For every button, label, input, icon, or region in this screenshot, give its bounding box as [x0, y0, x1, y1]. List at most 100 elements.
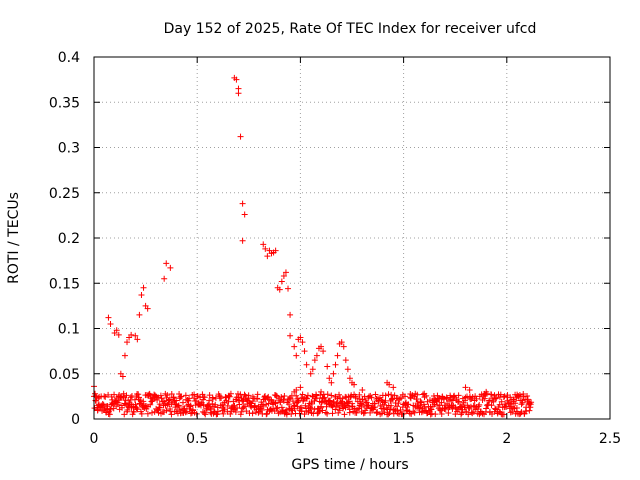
data-point — [156, 404, 163, 411]
data-point — [107, 320, 114, 327]
data-point — [349, 400, 356, 407]
data-point — [206, 397, 213, 404]
x-axis-label: GPS time / hours — [291, 457, 408, 473]
data-point — [263, 401, 270, 408]
data-point — [173, 397, 180, 404]
data-point — [168, 391, 175, 398]
data-point — [111, 391, 118, 398]
data-point — [287, 332, 294, 339]
data-point — [326, 375, 333, 382]
data-point — [346, 398, 353, 405]
grid-lines — [94, 57, 610, 419]
data-point — [149, 397, 156, 404]
data-point — [236, 401, 243, 408]
data-point — [335, 409, 342, 416]
data-point — [397, 395, 404, 402]
data-point — [254, 391, 261, 398]
data-point — [448, 402, 455, 409]
data-point — [283, 410, 290, 417]
data-point — [252, 402, 259, 409]
data-point — [167, 264, 174, 271]
data-point — [134, 336, 141, 343]
data-point — [161, 275, 168, 282]
data-point — [357, 400, 364, 407]
data-point — [307, 404, 314, 411]
data-point — [301, 348, 308, 355]
data-point — [523, 408, 530, 415]
data-point — [336, 391, 343, 398]
data-point — [330, 370, 337, 377]
data-point — [470, 402, 477, 409]
data-point — [481, 395, 488, 402]
data-point — [283, 407, 290, 414]
data-point — [277, 399, 284, 406]
data-point — [414, 391, 421, 398]
data-point — [232, 409, 239, 416]
data-point — [241, 391, 248, 398]
data-point — [286, 396, 293, 403]
data-point — [168, 411, 175, 418]
data-point — [524, 396, 531, 403]
data-point — [123, 392, 130, 399]
data-point — [132, 401, 139, 408]
data-point — [113, 327, 120, 334]
data-point — [318, 343, 325, 350]
data-point — [220, 410, 227, 417]
data-point — [101, 393, 108, 400]
data-point — [493, 395, 500, 402]
data-point — [249, 410, 256, 417]
data-point — [328, 379, 335, 386]
data-point — [214, 408, 221, 415]
data-point — [498, 398, 505, 405]
plot-frame — [93, 56, 611, 420]
data-point — [524, 392, 531, 399]
data-point — [359, 396, 366, 403]
data-point — [297, 334, 304, 341]
data-point — [328, 392, 335, 399]
data-point — [346, 375, 353, 382]
data-point — [163, 407, 170, 414]
data-point — [438, 399, 445, 406]
data-point — [405, 401, 412, 408]
data-point — [127, 394, 134, 401]
y-tick-label: 0.15 — [49, 276, 80, 292]
data-point — [291, 388, 298, 395]
data-point — [179, 399, 186, 406]
data-point — [209, 396, 216, 403]
y-tick-label: 0.25 — [49, 186, 80, 202]
y-tick-label: 0.4 — [58, 50, 80, 66]
axis-ticks: 0 0.5 1 1.5 2 2.5 0 0.05 0.1 0.15 0.2 0.25 0.3 0.35 0.… — [49, 50, 621, 447]
data-point — [512, 400, 519, 407]
data-point — [364, 403, 371, 410]
data-point — [107, 406, 114, 413]
data-point — [377, 402, 384, 409]
data-point — [410, 408, 417, 415]
data-point — [324, 410, 331, 417]
data-point — [166, 396, 173, 403]
data-point — [501, 393, 508, 400]
data-point — [154, 396, 161, 403]
data-point — [239, 237, 246, 244]
data-point — [371, 400, 378, 407]
data-point — [140, 284, 147, 291]
data-point — [164, 392, 171, 399]
data-point — [175, 402, 182, 409]
data-point — [395, 400, 402, 407]
data-point — [490, 398, 497, 405]
data-point — [476, 401, 483, 408]
data-point — [226, 393, 233, 400]
data-point — [483, 388, 490, 395]
data-point — [202, 411, 209, 418]
data-point — [432, 411, 439, 418]
data-point — [293, 392, 300, 399]
data-point — [170, 394, 177, 401]
data-point — [245, 395, 252, 402]
data-point — [147, 401, 154, 408]
data-point — [313, 352, 320, 359]
data-point — [187, 402, 194, 409]
data-point — [120, 393, 127, 400]
data-point — [174, 403, 181, 410]
data-point — [115, 331, 122, 338]
data-point — [136, 311, 143, 318]
